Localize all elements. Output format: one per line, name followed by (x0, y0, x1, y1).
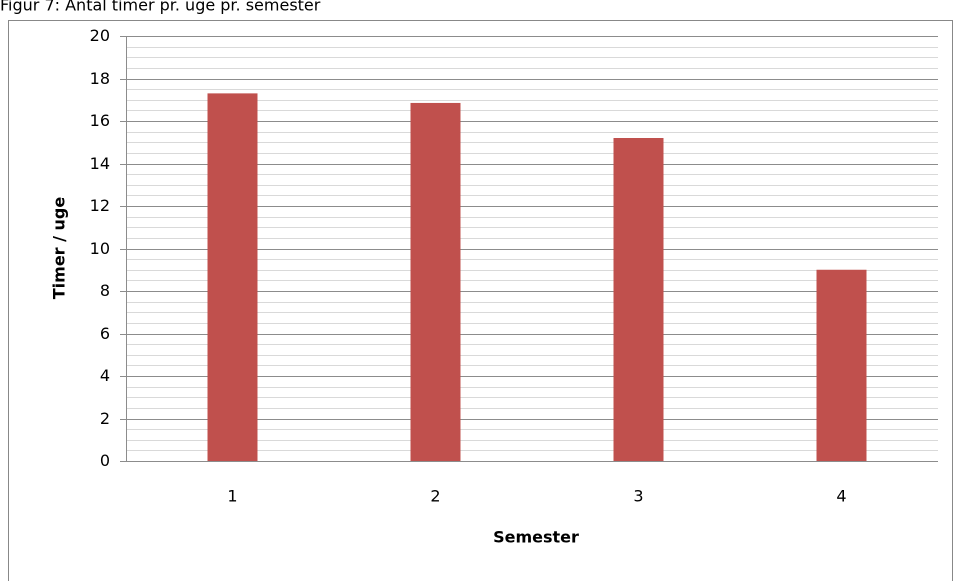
y-tick-label: 16 (90, 111, 110, 130)
y-tick-label: 4 (100, 366, 110, 385)
bar (410, 102, 461, 461)
x-tick-label: 2 (430, 487, 440, 506)
bar (207, 93, 258, 461)
x-tick-label: 1 (227, 487, 237, 506)
y-tick-label: 6 (100, 324, 110, 343)
x-tick-label: 4 (836, 487, 846, 506)
x-tick-label: 3 (633, 487, 643, 506)
bar (816, 269, 867, 461)
x-axis-label: Semester (493, 528, 579, 547)
y-tick-label: 0 (100, 451, 110, 470)
y-tick-label: 12 (90, 196, 110, 215)
y-axis-label: Timer / uge (50, 197, 69, 300)
chart-title: Figur 7: Antal timer pr. uge pr. semeste… (0, 0, 321, 15)
y-tick-label: 20 (90, 26, 110, 45)
y-tick-label: 10 (90, 239, 110, 258)
y-tick-label: 2 (100, 409, 110, 428)
y-tick-label: 18 (90, 69, 110, 88)
y-tick-label: 8 (100, 281, 110, 300)
y-tick-label: 14 (90, 154, 110, 173)
bar (613, 138, 664, 461)
chart-frame (8, 20, 953, 581)
